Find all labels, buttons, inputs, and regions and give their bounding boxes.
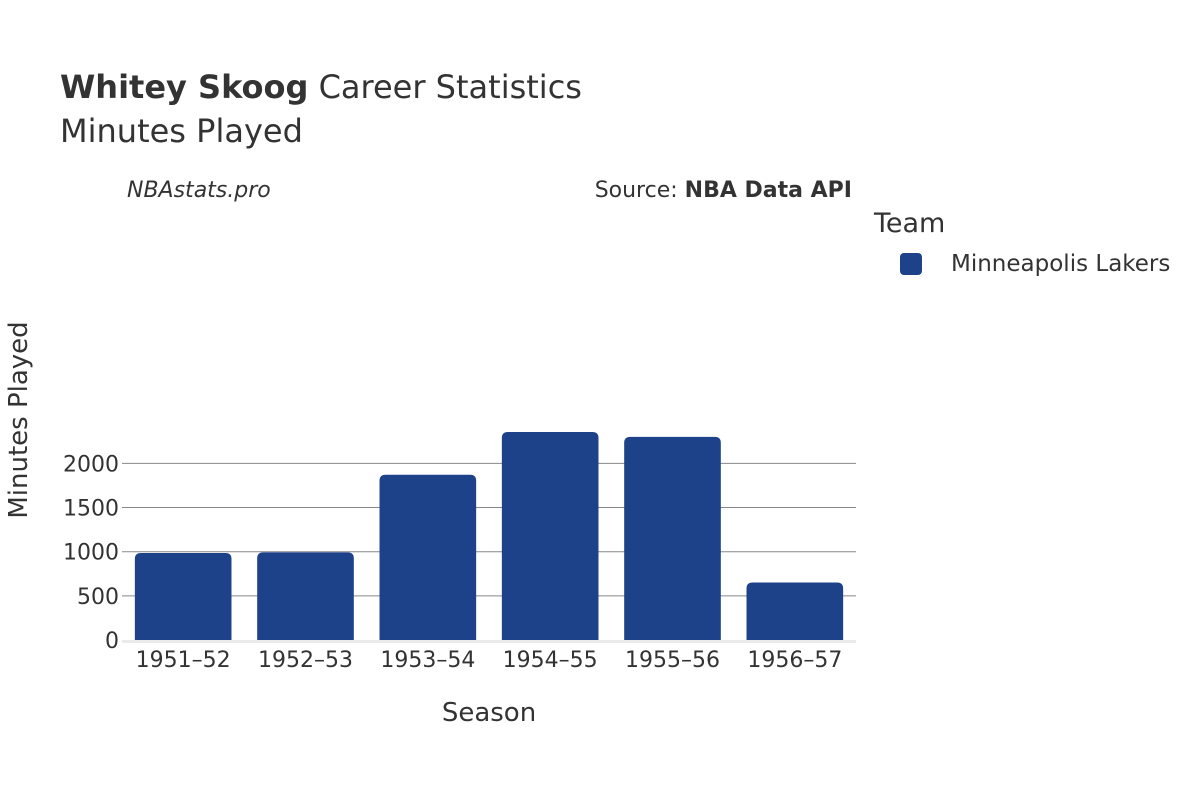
x-tick-label: 1952–53 [258, 648, 353, 673]
y-tick-label: 1000 [63, 541, 119, 566]
x-tick-label: 1951–52 [136, 648, 231, 673]
source-credit: Source: NBA Data API [595, 178, 852, 203]
y-tick-label: 1500 [63, 497, 119, 522]
chart-title-player: Whitey Skoog [60, 68, 309, 106]
bar-1955–56[interactable] [624, 436, 721, 640]
y-tick-label: 500 [77, 585, 119, 610]
chart-title-rest: Career Statistics [308, 68, 582, 106]
y-tick-label: 2000 [63, 452, 119, 477]
bar-1951–52[interactable] [134, 553, 232, 640]
chart-title-block: Whitey Skoog Career Statistics Minutes P… [60, 68, 582, 151]
x-tick-label: 1956–57 [747, 648, 842, 673]
bar-1953–54[interactable] [379, 474, 477, 640]
x-tick-label: 1955–56 [625, 648, 720, 673]
chart-title: Whitey Skoog Career Statistics [60, 68, 582, 106]
axes: 0 500 1000 1500 2000 1951–52 1952–53 1953–54 195… [63, 452, 856, 673]
legend-item-label: Minneapolis Lakers [951, 251, 1171, 277]
source-prefix: Source: [594, 178, 685, 203]
bars [134, 431, 844, 640]
source-name: NBA Data API [684, 178, 852, 203]
legend-item-minneapolis-lakers[interactable]: Minneapolis Lakers [874, 251, 1170, 277]
y-tick-label: 0 [105, 629, 119, 654]
bar-1952–53[interactable] [257, 552, 354, 640]
y-axis-title: Minutes Played [4, 321, 34, 518]
watermark-text: NBAstats.pro [127, 178, 271, 203]
bar-1956–57[interactable] [746, 582, 844, 640]
legend: Team Minneapolis Lakers [874, 208, 1170, 277]
legend-title: Team [874, 208, 946, 239]
x-tick-label: 1953–54 [380, 648, 475, 673]
chart-subtitle: Minutes Played [60, 112, 303, 151]
legend-swatch [900, 253, 922, 275]
gridlines [122, 462, 856, 597]
x-axis-title: Season [442, 698, 536, 728]
x-tick-label: 1954–55 [503, 648, 598, 673]
bar-1954–55[interactable] [501, 431, 599, 640]
